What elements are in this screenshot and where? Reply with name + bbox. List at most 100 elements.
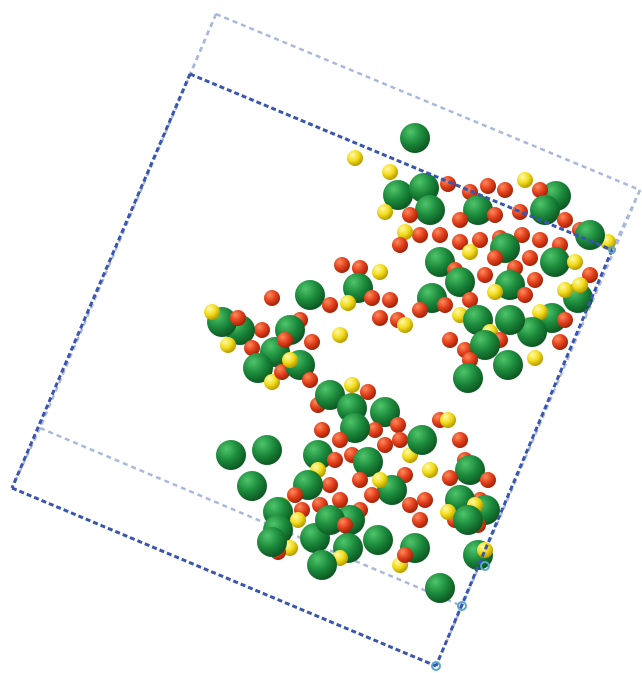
red-atom <box>477 267 493 283</box>
red-atom <box>514 227 530 243</box>
yellow-atom <box>440 412 456 428</box>
yellow-atom <box>382 164 398 180</box>
red-atom <box>480 178 496 194</box>
green-atom <box>540 247 570 277</box>
yellow-atom <box>264 374 280 390</box>
green-atom <box>295 280 325 310</box>
cell-edge <box>215 12 641 192</box>
cell-edge <box>189 72 613 252</box>
red-atom <box>277 332 293 348</box>
red-atom <box>412 512 428 528</box>
yellow-atom <box>422 462 438 478</box>
green-atom <box>363 525 393 555</box>
red-atom <box>390 417 406 433</box>
corner-marker <box>608 246 616 254</box>
green-atom <box>340 413 370 443</box>
red-atom <box>287 487 303 503</box>
yellow-atom <box>572 277 588 293</box>
green-atom <box>216 440 246 470</box>
corner-marker <box>457 601 467 611</box>
red-atom <box>487 250 503 266</box>
red-atom <box>462 292 478 308</box>
green-atom <box>415 195 445 225</box>
red-atom <box>480 472 496 488</box>
unit-cell-front-edges <box>10 72 614 668</box>
corner-marker <box>480 561 490 571</box>
red-atom <box>352 260 368 276</box>
atoms-layer <box>204 123 616 603</box>
corner-marker <box>431 661 441 671</box>
red-atom <box>337 517 353 533</box>
red-atom <box>377 437 393 453</box>
red-atom <box>582 267 598 283</box>
green-atom <box>453 363 483 393</box>
red-atom <box>532 232 548 248</box>
red-atom <box>254 322 270 338</box>
yellow-atom <box>344 377 360 393</box>
yellow-atom <box>517 172 533 188</box>
yellow-atom <box>377 204 393 220</box>
red-atom <box>364 290 380 306</box>
green-atom <box>495 305 525 335</box>
yellow-atom <box>220 337 236 353</box>
red-atom <box>327 452 343 468</box>
red-atom <box>527 272 543 288</box>
red-atom <box>322 297 338 313</box>
green-atom <box>353 447 383 477</box>
yellow-atom <box>557 282 573 298</box>
green-atom <box>252 435 282 465</box>
cell-edge <box>10 427 42 489</box>
cell-corner-markers <box>431 246 616 671</box>
green-atom <box>383 180 413 210</box>
cell-edge <box>434 249 614 667</box>
red-atom <box>322 477 338 493</box>
cell-edge <box>39 426 463 608</box>
red-atom <box>332 432 348 448</box>
red-atom <box>382 292 398 308</box>
red-atom <box>512 204 528 220</box>
green-atom <box>455 455 485 485</box>
green-atom <box>243 353 273 383</box>
red-atom <box>487 207 503 223</box>
red-atom <box>517 287 533 303</box>
green-atom <box>400 123 430 153</box>
yellow-atom <box>340 295 356 311</box>
red-atom <box>442 470 458 486</box>
green-atom <box>530 195 560 225</box>
red-atom <box>364 487 380 503</box>
yellow-atom <box>332 327 348 343</box>
green-atom <box>303 440 333 470</box>
green-atom <box>407 425 437 455</box>
red-atom <box>392 237 408 253</box>
red-atom <box>332 492 348 508</box>
green-atom <box>315 380 345 410</box>
red-atom <box>432 227 448 243</box>
red-atom <box>452 432 468 448</box>
yellow-atom <box>397 317 413 333</box>
red-atom <box>230 310 246 326</box>
yellow-atom <box>440 504 456 520</box>
yellow-atom <box>527 350 543 366</box>
red-atom <box>412 227 428 243</box>
red-atom <box>557 212 573 228</box>
red-atom <box>314 422 330 438</box>
red-atom <box>397 547 413 563</box>
yellow-atom <box>372 264 388 280</box>
yellow-atom <box>462 244 478 260</box>
yellow-atom <box>204 304 220 320</box>
red-atom <box>452 212 468 228</box>
red-atom <box>557 312 573 328</box>
red-atom <box>472 232 488 248</box>
red-atom <box>402 207 418 223</box>
red-atom <box>417 492 433 508</box>
red-atom <box>552 334 568 350</box>
cell-edge <box>10 73 192 489</box>
yellow-atom <box>567 254 583 270</box>
green-atom <box>463 195 493 225</box>
red-atom <box>367 422 383 438</box>
green-atom <box>237 471 267 501</box>
yellow-atom <box>397 224 413 240</box>
green-atom <box>493 350 523 380</box>
